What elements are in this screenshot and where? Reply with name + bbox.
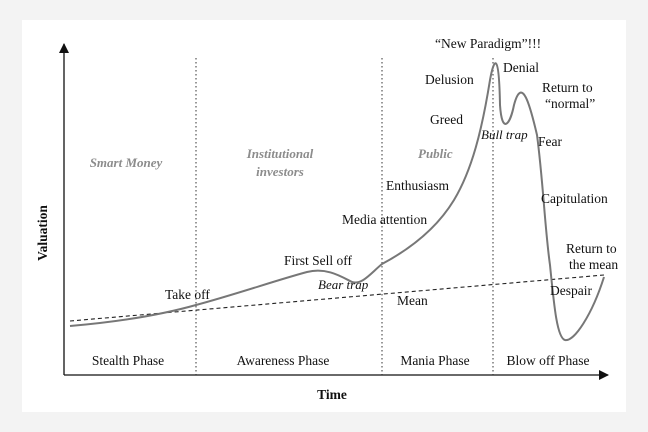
diagram-panel: Smart Money Institutional investors Publ… <box>22 20 626 412</box>
label-media-attention: Media attention <box>342 212 427 227</box>
label-delusion: Delusion <box>425 72 474 87</box>
label-return-mean-line1: Return to <box>566 241 617 256</box>
group-public: Public <box>418 146 453 161</box>
label-take-off: Take off <box>165 287 210 302</box>
phase-blow-off: Blow off Phase <box>507 353 590 368</box>
label-denial: Denial <box>503 60 539 75</box>
label-return-normal-line1: Return to <box>542 80 593 95</box>
phase-awareness: Awareness Phase <box>237 353 330 368</box>
label-mean: Mean <box>397 293 428 308</box>
label-bull-trap: Bull trap <box>481 127 528 142</box>
label-fear: Fear <box>538 134 562 149</box>
group-smart-money: Smart Money <box>90 155 163 170</box>
label-bear-trap: Bear trap <box>318 277 369 292</box>
group-institutional-line2: investors <box>256 164 304 179</box>
label-greed: Greed <box>430 112 463 127</box>
phase-stealth: Stealth Phase <box>92 353 164 368</box>
label-enthusiasm: Enthusiasm <box>386 178 449 193</box>
label-return-normal-line2: “normal” <box>545 96 595 111</box>
x-axis-title: Time <box>317 387 347 402</box>
label-capitulation: Capitulation <box>541 191 608 206</box>
phase-mania: Mania Phase <box>400 353 469 368</box>
label-despair: Despair <box>550 283 592 298</box>
y-axis-title: Valuation <box>35 205 50 261</box>
label-new-paradigm: “New Paradigm”!!! <box>435 36 541 51</box>
label-return-mean-line2: the mean <box>569 257 618 272</box>
valuation-curve <box>69 62 605 342</box>
mean-line <box>69 274 605 322</box>
market-cycle-diagram: Smart Money Institutional investors Publ… <box>35 36 618 402</box>
label-first-sell-off: First Sell off <box>284 253 353 268</box>
group-institutional-line1: Institutional <box>246 146 314 161</box>
